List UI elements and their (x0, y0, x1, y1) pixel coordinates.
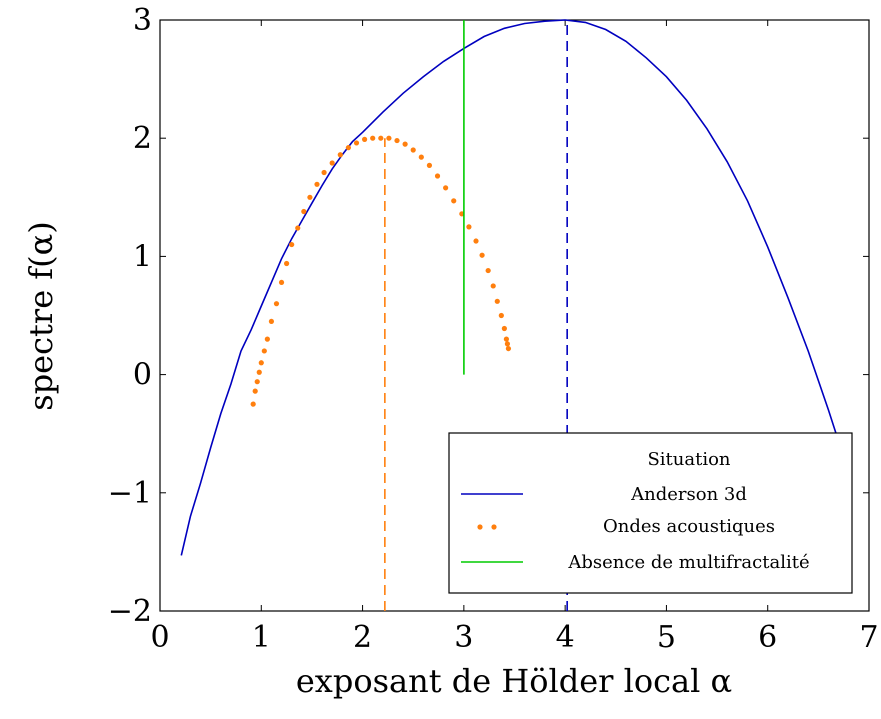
x-tick-label: 2 (353, 620, 372, 655)
legend-dot (477, 524, 483, 530)
data-point (466, 224, 472, 230)
data-point (289, 241, 295, 248)
data-point (250, 401, 256, 407)
y-tick-label: −1 (108, 476, 152, 511)
legend-title: Situation (647, 449, 730, 470)
data-point (273, 301, 280, 307)
data-point (314, 181, 320, 187)
data-point (307, 194, 313, 200)
x-tick-label: 5 (657, 620, 676, 655)
data-point (254, 379, 260, 385)
data-point (498, 312, 504, 319)
x-tick-label: 4 (556, 620, 575, 655)
data-point (505, 345, 512, 352)
legend-swatch-ondes (477, 524, 497, 530)
data-point (503, 336, 509, 342)
legend-dot (491, 524, 497, 530)
data-point (284, 260, 290, 267)
data-point (278, 279, 285, 286)
data-point (473, 238, 479, 244)
data-point (295, 225, 301, 231)
data-point (258, 360, 264, 366)
data-point (485, 267, 491, 274)
data-point (402, 141, 408, 147)
data-point (370, 135, 376, 141)
y-tick-label: 2 (133, 121, 152, 156)
data-point (329, 160, 335, 166)
legend-label-anderson: Anderson 3d (630, 484, 747, 505)
data-point (386, 135, 392, 141)
data-point (301, 208, 307, 215)
data-point (378, 135, 384, 141)
data-point (418, 154, 424, 160)
legend-box (448, 432, 853, 594)
y-tick-label: 3 (133, 3, 152, 38)
y-tick-label: −2 (108, 594, 152, 629)
data-point (268, 318, 275, 325)
data-point (321, 169, 327, 176)
data-point (410, 147, 416, 153)
y-tick-label: 0 (133, 358, 152, 393)
x-tick-label: 7 (859, 620, 878, 655)
legend-label-absence: Absence de multifractalité (567, 552, 809, 573)
data-point (426, 162, 433, 168)
plot-frame-group (159, 19, 870, 612)
series-anderson-line (180, 19, 853, 556)
data-point (451, 198, 457, 204)
plot-frame (159, 19, 870, 612)
x-tick-label: 0 (150, 620, 169, 655)
data-point (256, 369, 262, 375)
data-point (434, 173, 441, 179)
y-tick-label: 1 (133, 239, 152, 274)
data-point (353, 140, 360, 146)
data-point (501, 325, 507, 332)
data-point (443, 185, 449, 191)
legend-label-ondes: Ondes acoustiques (603, 516, 775, 537)
data-point (479, 252, 485, 258)
y-ticks: −2 −1 0 1 2 3 (108, 3, 869, 629)
y-axis-title: spectre f(α) (22, 221, 60, 410)
data-point (337, 152, 343, 158)
data-point (504, 341, 511, 347)
data-series (180, 19, 853, 556)
x-axis-title: exposant de Hölder local α (296, 662, 732, 700)
x-ticks: 0 1 2 3 4 5 6 7 (150, 20, 879, 655)
data-point (252, 388, 258, 394)
data-point (394, 137, 400, 144)
data-point (345, 145, 351, 151)
data-point (490, 283, 496, 289)
series-ondes-acoustiques (250, 135, 512, 407)
legend: Situation Anderson 3d Ondes acoustiques … (448, 432, 853, 594)
data-point (494, 298, 500, 304)
x-tick-label: 6 (758, 620, 777, 655)
x-tick-label: 1 (252, 620, 271, 655)
data-point (361, 136, 368, 142)
x-tick-label: 3 (454, 620, 473, 655)
data-point (264, 336, 270, 342)
data-point (261, 348, 267, 354)
